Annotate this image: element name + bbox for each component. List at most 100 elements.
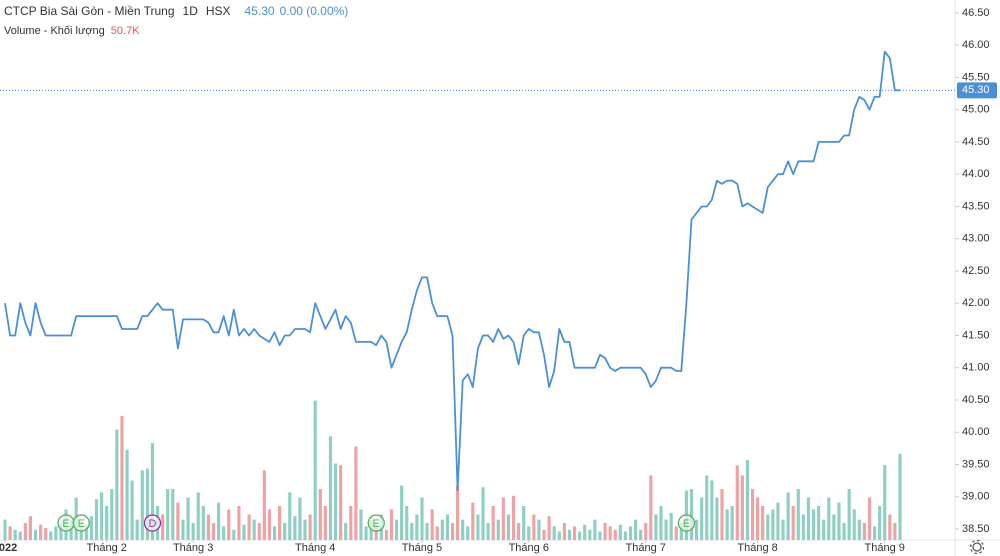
event-circle (367, 514, 385, 532)
volume-bar (471, 502, 475, 540)
volume-bar (532, 514, 536, 540)
volume-bar (181, 519, 185, 540)
volume-bar (18, 531, 22, 540)
exchange: HSX (206, 4, 231, 18)
y-tick-label: 42.00 (962, 297, 990, 309)
volume-bar (506, 514, 511, 540)
volume-bar (191, 523, 195, 540)
event-marker[interactable]: D (143, 514, 162, 532)
y-tick-label: 44.00 (962, 168, 990, 180)
event-circle (677, 514, 696, 532)
x-tick-label: Tháng 9 (865, 542, 905, 554)
event-marker[interactable]: E (367, 514, 385, 532)
event-marker[interactable]: E (57, 514, 75, 532)
volume-bar (710, 480, 714, 540)
volume-bar (603, 523, 607, 540)
volume-bar (623, 531, 627, 540)
volume-bar (476, 514, 480, 540)
volume-bar (227, 509, 231, 540)
volume-bar (28, 516, 33, 540)
volume-bar (730, 506, 734, 540)
volume-bar (547, 516, 551, 540)
volume-bar (405, 506, 409, 540)
volume-bar (888, 514, 892, 540)
event-marker[interactable]: E (72, 514, 90, 532)
volume-bar (496, 519, 500, 540)
volume-bar (323, 506, 327, 540)
volume-bar (272, 526, 277, 540)
volume-bar (761, 506, 765, 540)
volume-bar (613, 529, 617, 540)
y-tick-label: 40.00 (962, 426, 990, 438)
volume-bar (84, 524, 88, 540)
volume-bar (430, 509, 434, 540)
y-tick-label: 39.50 (962, 458, 990, 470)
x-tick-label: Tháng 6 (509, 542, 549, 554)
volume-bar (394, 519, 399, 540)
volume-bar (344, 523, 348, 540)
event-circle (143, 514, 162, 532)
x-tick-label: Tháng 7 (626, 542, 666, 554)
interval: 1D (183, 4, 199, 18)
volume-bar (120, 415, 124, 540)
volume-bar (288, 492, 292, 540)
volume-bar (766, 514, 770, 540)
volume-bar (445, 514, 449, 540)
volume-bar (150, 443, 155, 540)
volume-bar (252, 519, 256, 540)
volume-bar (867, 497, 872, 540)
event-label: E (78, 518, 85, 530)
volume-bar (725, 509, 729, 540)
volume-bar (740, 475, 744, 540)
volume-bar (618, 524, 622, 540)
event-marker[interactable]: E (677, 514, 696, 532)
volume-bar (206, 514, 210, 540)
volume-bar (135, 519, 139, 540)
volume-bar (491, 506, 495, 540)
volume-bar (862, 523, 866, 540)
volume-bar (89, 516, 94, 540)
volume-bar (567, 529, 572, 540)
event-label: E (62, 518, 69, 530)
y-tick-label: 46.50 (962, 7, 990, 19)
volume-bar (435, 526, 439, 540)
volume-bar (283, 523, 287, 540)
volume-bar (511, 495, 516, 540)
settings-icon[interactable] (969, 539, 985, 555)
volume-bar (33, 529, 38, 540)
volume-bar (771, 509, 775, 540)
volume-bar (313, 400, 317, 540)
volume-bar (527, 526, 531, 540)
x-tick-label: Tháng 4 (295, 542, 335, 554)
volume-bar (125, 449, 129, 540)
y-tick-label: 46.00 (962, 39, 990, 51)
y-tick-label: 42.50 (962, 265, 990, 277)
volume-bar (537, 519, 541, 540)
volume-bar (857, 519, 861, 540)
volume-legend: Volume - Khối lượng 50.7K (4, 25, 140, 37)
volume-bar (700, 497, 704, 540)
volume-bar (806, 497, 811, 540)
volume-bar (842, 523, 846, 540)
volume-bar (105, 506, 109, 540)
volume-bar (852, 509, 856, 540)
volume-bar (644, 523, 648, 540)
volume-bar (318, 489, 322, 540)
volume-bar (588, 529, 592, 540)
volume-bar (217, 502, 221, 540)
volume-bar (440, 519, 444, 540)
volume-bar (791, 506, 795, 540)
volume-bar (872, 526, 877, 540)
volume-bar (811, 509, 816, 540)
y-tick-label: 41.50 (962, 329, 990, 341)
volume-bar (796, 489, 800, 540)
symbol-title: CTCP Bia Sài Gòn - Miền Trung 1D HSX 45.30 0… (4, 4, 348, 18)
last-price: 45.30 (245, 4, 275, 18)
volume-bar (23, 523, 27, 540)
title: CTCP Bia Sài Gòn - Miền Trung (4, 4, 175, 18)
volume-bar (59, 523, 63, 540)
volume-bar (679, 523, 683, 540)
y-tick-label: 40.50 (962, 394, 990, 406)
event-label: E (373, 518, 380, 530)
volume-bar (186, 497, 190, 540)
